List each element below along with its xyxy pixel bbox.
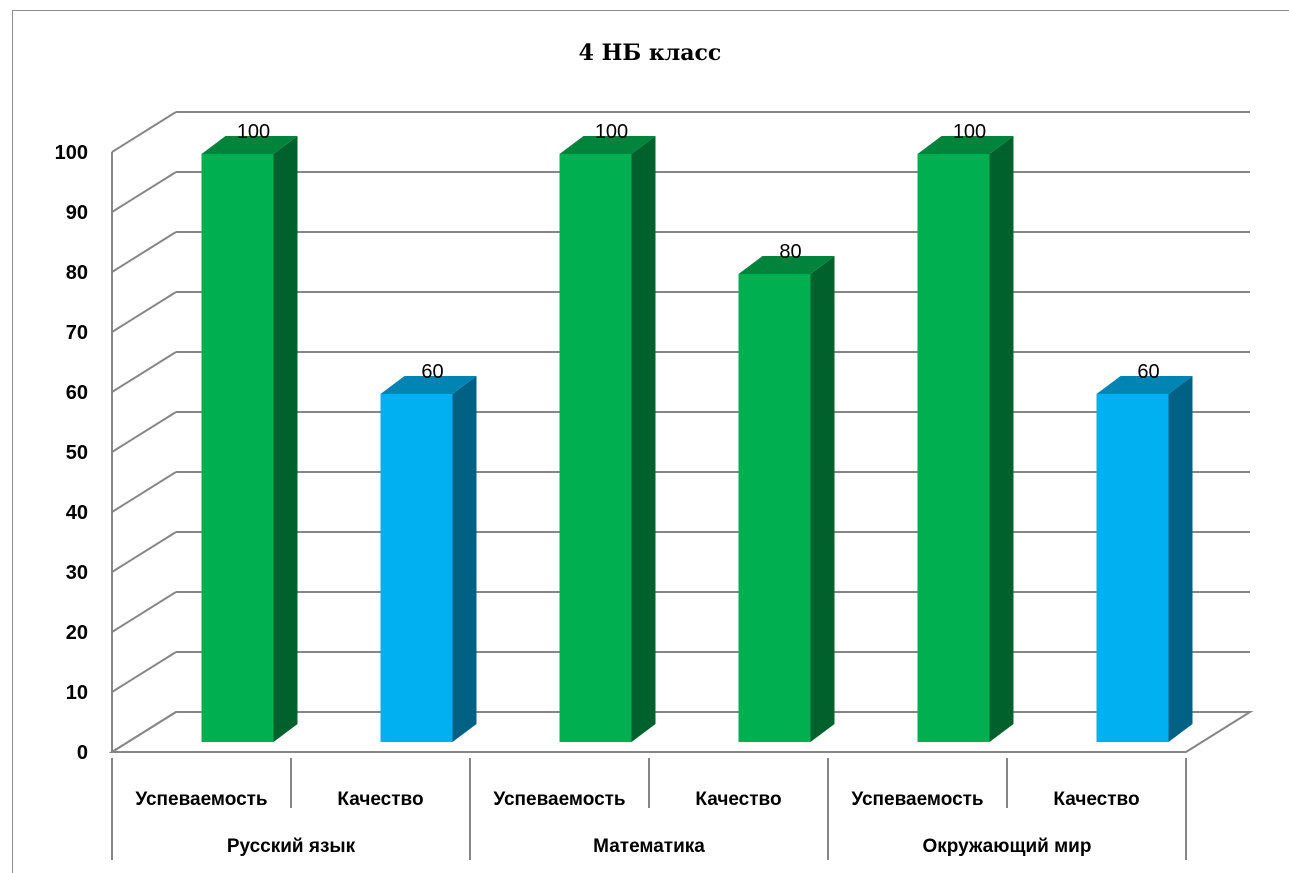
- y-tick-label: 90: [66, 202, 88, 224]
- data-label: 100: [953, 121, 986, 143]
- y-tick-label: 50: [66, 442, 88, 464]
- chart-floor: [108, 711, 1254, 753]
- bar-side: [631, 136, 656, 742]
- bar: [917, 136, 1014, 742]
- bars: [201, 136, 1193, 742]
- gridline-side: [111, 231, 177, 273]
- bar-top: [1096, 376, 1193, 394]
- bar-top: [738, 256, 835, 274]
- bar-front: [559, 154, 632, 742]
- gridlines: [108, 111, 1254, 753]
- x-tick-label: Успеваемость: [135, 789, 267, 810]
- y-tick-label: 20: [66, 622, 88, 644]
- y-tick-label: 10: [66, 682, 88, 704]
- gridline-side: [111, 171, 177, 213]
- bar-front: [380, 394, 453, 742]
- bar-front: [738, 274, 811, 742]
- gridline-side: [111, 651, 177, 693]
- data-label: 60: [1137, 361, 1159, 383]
- x-group-label: Русский язык: [227, 836, 356, 857]
- chart-title: 4 НБ класс: [579, 40, 722, 66]
- bar-top: [380, 376, 477, 394]
- y-tick-label: 30: [66, 562, 88, 584]
- y-tick-label: 60: [66, 382, 88, 404]
- x-axis: Успеваемость Качество Успеваемость Качество…: [111, 758, 1187, 860]
- bar-side: [989, 136, 1014, 742]
- x-tick-label: Качество: [337, 789, 423, 810]
- data-label: 80: [779, 241, 801, 263]
- data-label: 100: [237, 121, 270, 143]
- gridline-side: [111, 111, 177, 153]
- y-axis-ticks: 0 10 20 30 40 50 60 70 80 90 100: [55, 142, 88, 764]
- x-tick-label: Успеваемость: [493, 789, 625, 810]
- gridline-side: [111, 591, 177, 633]
- y-tick-label: 80: [66, 262, 88, 284]
- y-tick-label: 100: [55, 142, 88, 164]
- bar: [1096, 376, 1193, 742]
- y-tick-label: 0: [77, 742, 88, 764]
- bar-side: [452, 376, 477, 742]
- bar: [738, 256, 835, 742]
- data-labels: 100 60 100 80 100 60: [237, 121, 1160, 383]
- data-label: 100: [595, 121, 628, 143]
- bar-top: [201, 136, 298, 154]
- bar-front: [917, 154, 990, 742]
- bar-top: [917, 136, 1014, 154]
- x-tick-label: Качество: [1053, 789, 1139, 810]
- gridline-side: [111, 291, 177, 333]
- chart-frame: [12, 10, 1289, 873]
- bar-top: [559, 136, 656, 154]
- y-tick-label: 40: [66, 502, 88, 524]
- gridline-side: [111, 411, 177, 453]
- data-label: 60: [421, 361, 443, 383]
- y-tick-label: 70: [66, 322, 88, 344]
- bar-side: [810, 256, 835, 742]
- bar-side: [1168, 376, 1193, 742]
- bar-front: [1096, 394, 1169, 742]
- bar-front: [201, 154, 274, 742]
- gridline-side: [111, 351, 177, 393]
- x-group-label: Окружающий мир: [923, 836, 1092, 857]
- x-tick-label: Успеваемость: [851, 789, 983, 810]
- gridline-side: [111, 471, 177, 513]
- x-tick-label: Качество: [695, 789, 781, 810]
- bar: [559, 136, 656, 742]
- bar: [201, 136, 298, 742]
- x-group-label: Математика: [593, 836, 705, 857]
- bar: [380, 376, 477, 742]
- gridline-side: [111, 531, 177, 573]
- bar-side: [273, 136, 298, 742]
